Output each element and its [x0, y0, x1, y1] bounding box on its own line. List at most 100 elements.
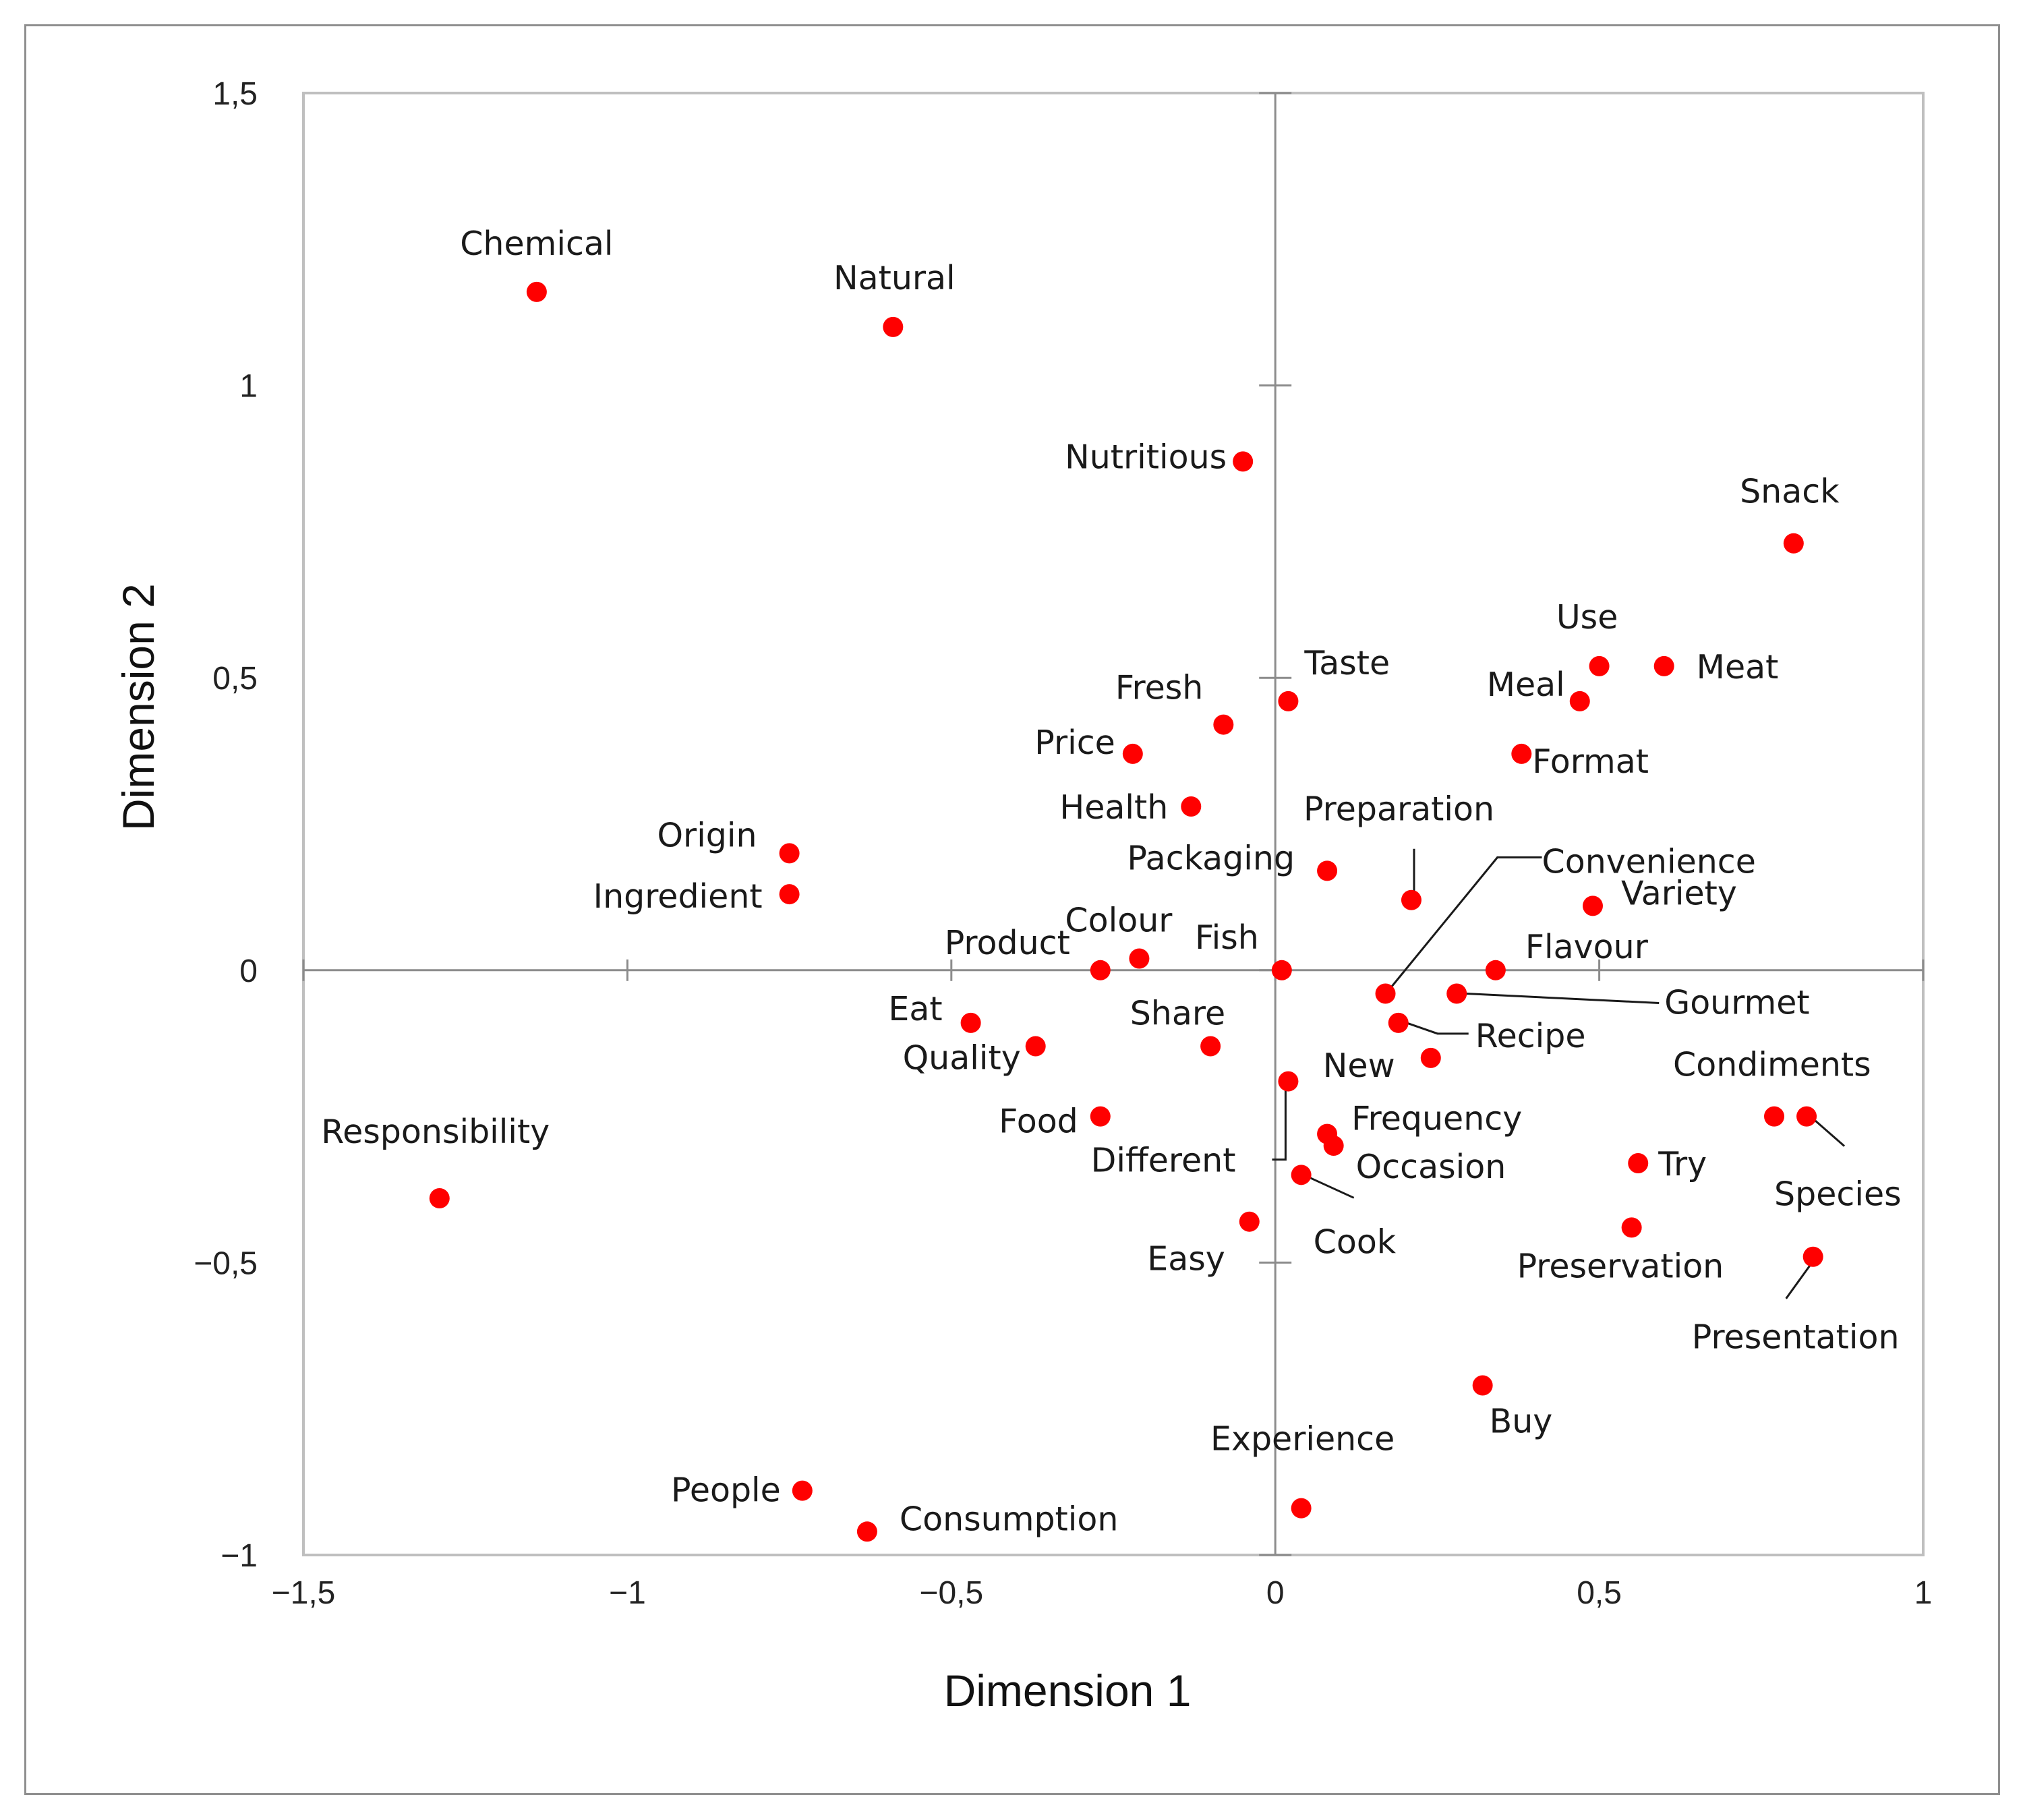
- x-axis-tick-label: −1,5: [272, 1575, 336, 1611]
- x-axis-tick-label: 0,5: [1577, 1575, 1622, 1611]
- leader-line-recipe: [1406, 1022, 1469, 1035]
- data-point-ingredient: [779, 884, 800, 905]
- point-label-product: Product: [945, 924, 1070, 962]
- x-axis-title: Dimension 1: [944, 1666, 1192, 1715]
- data-point-condiments: [1764, 1106, 1785, 1127]
- data-point-nutritious: [1233, 451, 1254, 472]
- point-label-people: People: [671, 1471, 781, 1510]
- point-label-different: Different: [1091, 1142, 1236, 1180]
- data-point-use: [1589, 655, 1610, 676]
- y-axis-tick-label: −0,5: [194, 1245, 258, 1281]
- point-label-new: New: [1323, 1047, 1395, 1085]
- point-label-fish: Fish: [1195, 918, 1259, 957]
- point-label-cook: Cook: [1314, 1223, 1397, 1261]
- data-point-presentation: [1802, 1246, 1823, 1267]
- point-label-natural: Natural: [833, 259, 956, 297]
- leader-line-presentation: [1785, 1264, 1811, 1299]
- data-point-convenience: [1375, 983, 1396, 1004]
- point-label-taste: Taste: [1303, 644, 1390, 682]
- point-label-format: Format: [1532, 742, 1649, 781]
- data-point-preservation: [1621, 1217, 1642, 1238]
- data-point-people: [792, 1480, 813, 1501]
- data-point-variety: [1582, 896, 1603, 916]
- point-label-experience: Experience: [1210, 1420, 1395, 1459]
- data-point-occasion: [1323, 1135, 1344, 1156]
- data-point-health: [1181, 796, 1202, 817]
- point-label-chemical: Chemical: [460, 225, 613, 263]
- y-axis-tick-label: 0,5: [212, 661, 258, 697]
- data-point-responsibility: [429, 1188, 450, 1209]
- point-label-meal: Meal: [1487, 666, 1565, 704]
- point-label-presentation: Presentation: [1692, 1318, 1900, 1357]
- data-point-experience: [1291, 1498, 1312, 1519]
- data-point-meat: [1653, 655, 1674, 676]
- point-label-easy: Easy: [1147, 1240, 1225, 1279]
- point-label-buy: Buy: [1490, 1403, 1553, 1441]
- data-point-species: [1796, 1106, 1817, 1127]
- data-point-food: [1090, 1106, 1111, 1127]
- data-point-origin: [779, 843, 800, 864]
- data-point-preparation: [1401, 889, 1421, 910]
- data-point-gourmet: [1446, 983, 1467, 1004]
- point-label-convenience: Convenience: [1542, 842, 1756, 881]
- point-label-frequency: Frequency: [1351, 1100, 1522, 1138]
- point-label-preparation: Preparation: [1303, 790, 1494, 829]
- point-label-use: Use: [1556, 598, 1618, 637]
- point-labels-group: Chemical Natural Nutritious Snack Use Meat Mea…: [321, 225, 1901, 1538]
- data-points-group: [429, 281, 1823, 1542]
- data-point-different: [1278, 1071, 1299, 1092]
- axes-group: −1,5 −1 −0,5 0 0,5 1 −1 −0,5 0 0,5 1 1,5: [194, 76, 1932, 1611]
- data-point-natural: [883, 316, 904, 337]
- data-point-meal: [1569, 691, 1590, 711]
- data-point-price: [1122, 743, 1143, 764]
- leader-line-species: [1811, 1117, 1846, 1147]
- point-label-packaging: Packaging: [1127, 839, 1295, 877]
- leader-line-different: [1272, 1084, 1287, 1161]
- data-point-share: [1200, 1036, 1221, 1057]
- leader-line-gourmet: [1466, 992, 1660, 1004]
- data-point-fish: [1271, 960, 1292, 980]
- point-label-responsibility: Responsibility: [321, 1113, 550, 1151]
- data-point-colour: [1129, 948, 1150, 969]
- point-label-flavour: Flavour: [1525, 928, 1649, 966]
- point-label-share: Share: [1130, 995, 1225, 1033]
- point-label-recipe: Recipe: [1475, 1017, 1586, 1055]
- point-label-colour: Colour: [1065, 901, 1173, 939]
- point-label-eat: Eat: [888, 990, 942, 1028]
- x-axis-tick-label: −0,5: [919, 1575, 983, 1611]
- data-point-buy: [1472, 1375, 1493, 1396]
- point-label-nutritious: Nutritious: [1065, 438, 1227, 476]
- leader-lines-group: [1272, 848, 1846, 1299]
- x-axis-tick-label: −1: [609, 1575, 646, 1611]
- point-label-fresh: Fresh: [1115, 669, 1203, 707]
- y-axis-tick-label: 0: [239, 953, 258, 989]
- data-point-easy: [1239, 1211, 1260, 1232]
- point-label-snack: Snack: [1740, 473, 1840, 511]
- x-axis-tick-label: 1: [1914, 1575, 1933, 1611]
- data-point-consumption: [856, 1521, 877, 1542]
- point-label-ingredient: Ingredient: [593, 877, 763, 916]
- data-point-chemical: [526, 281, 547, 302]
- leader-line-cook: [1306, 1175, 1355, 1199]
- point-label-origin: Origin: [657, 816, 757, 854]
- y-axis-tick-label: 1,5: [212, 76, 258, 112]
- point-label-meat: Meat: [1697, 648, 1779, 686]
- point-label-variety: Variety: [1621, 874, 1737, 912]
- y-axis-tick-label: 1: [239, 369, 258, 405]
- point-label-price: Price: [1034, 724, 1115, 762]
- point-label-food: Food: [999, 1103, 1078, 1141]
- data-point-eat: [960, 1012, 981, 1033]
- data-point-product: [1090, 960, 1111, 980]
- data-point-fresh: [1213, 714, 1234, 735]
- chart-frame: [24, 24, 2000, 1795]
- data-point-quality: [1025, 1036, 1046, 1057]
- leader-line-convenience: [1387, 856, 1542, 992]
- y-axis-title: Dimension 2: [113, 583, 163, 831]
- plot-area-border: [302, 92, 1925, 1556]
- data-point-flavour: [1485, 960, 1506, 980]
- point-label-consumption: Consumption: [900, 1500, 1119, 1538]
- data-point-format: [1511, 743, 1532, 764]
- x-axis-tick-label: 0: [1266, 1575, 1285, 1611]
- point-label-quality: Quality: [903, 1039, 1021, 1078]
